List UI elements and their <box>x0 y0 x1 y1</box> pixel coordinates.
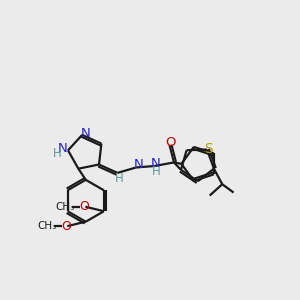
Text: N: N <box>58 142 68 155</box>
Text: H: H <box>53 147 62 160</box>
Text: H: H <box>152 165 161 178</box>
Text: N: N <box>81 127 91 140</box>
Text: CH₃: CH₃ <box>38 221 57 231</box>
Text: CH₃: CH₃ <box>56 202 75 212</box>
Text: S: S <box>204 142 213 156</box>
Text: N: N <box>151 157 161 169</box>
Text: O: O <box>61 220 71 232</box>
Text: N: N <box>134 158 143 171</box>
Text: O: O <box>79 200 89 213</box>
Text: O: O <box>166 136 176 149</box>
Text: H: H <box>115 172 123 185</box>
